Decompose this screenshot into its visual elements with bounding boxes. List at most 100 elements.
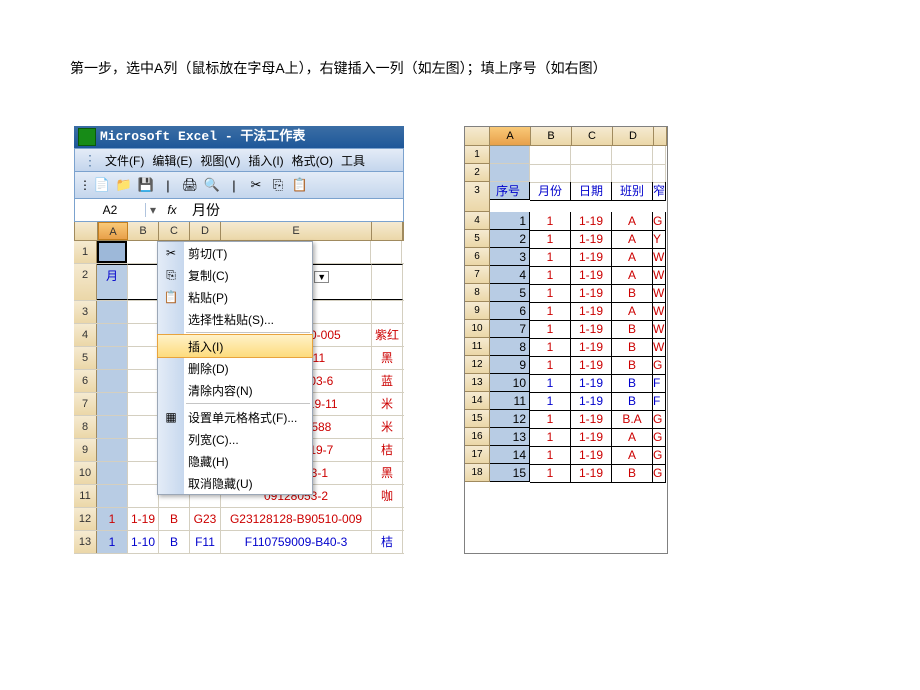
menu-item[interactable]: ▦设置单元格格式(F)... [158, 406, 312, 428]
cell[interactable]: W [653, 302, 666, 321]
cell[interactable]: G [653, 446, 666, 465]
row-header[interactable]: 2 [74, 264, 97, 300]
cell[interactable]: B [612, 392, 653, 411]
cell[interactable] [571, 146, 612, 165]
cell[interactable]: 1 [530, 392, 571, 411]
row-header[interactable]: 14 [465, 392, 490, 410]
cell[interactable]: 1-19 [571, 392, 612, 411]
menu-file[interactable]: 文件(F) [105, 152, 144, 169]
name-box[interactable]: A2 [75, 203, 146, 217]
cell[interactable]: B.A [612, 410, 653, 429]
r-col-b[interactable]: B [531, 127, 572, 146]
preview-button[interactable]: 🔍 [202, 175, 222, 195]
cell[interactable]: 紫红 [372, 324, 403, 346]
cell[interactable]: 12 [490, 410, 530, 428]
cell[interactable]: G [653, 464, 666, 483]
cell[interactable]: A [612, 428, 653, 447]
cell[interactable] [128, 439, 159, 461]
menubar[interactable]: ⋮ 文件(F) 编辑(E) 视图(V) 插入(I) 格式(O) 工具 [74, 148, 404, 172]
cell[interactable]: Y [653, 230, 666, 249]
cell[interactable]: A [612, 248, 653, 267]
row-header[interactable]: 11 [465, 338, 490, 356]
cell[interactable] [653, 146, 666, 165]
cell[interactable]: 1 [490, 212, 530, 230]
cell[interactable] [128, 462, 159, 484]
cell[interactable] [97, 301, 128, 323]
cell[interactable]: 1-19 [571, 374, 612, 393]
cell[interactable] [653, 164, 666, 183]
cell[interactable]: 10 [490, 374, 530, 392]
cell[interactable] [97, 485, 128, 507]
row-header[interactable]: 9 [74, 439, 97, 461]
copy-button[interactable]: ⎘ [268, 175, 288, 195]
cell[interactable]: 桔 [372, 439, 403, 461]
cell[interactable]: G [653, 212, 666, 231]
cell[interactable] [97, 416, 128, 438]
row-header[interactable]: 1 [465, 146, 490, 164]
cell[interactable]: B [159, 508, 190, 530]
row-header[interactable]: 4 [74, 324, 97, 346]
cell[interactable]: 11 [490, 392, 530, 410]
row-header[interactable]: 7 [465, 266, 490, 284]
cell[interactable]: 月 [97, 264, 128, 300]
cell[interactable]: 1-19 [571, 410, 612, 429]
cell[interactable]: 米 [372, 393, 403, 415]
cell[interactable]: 15 [490, 464, 530, 482]
col-header-c[interactable]: C [159, 222, 190, 240]
cell[interactable] [97, 370, 128, 392]
menu-item[interactable]: 隐藏(H) [158, 450, 312, 472]
cell[interactable]: 8 [490, 338, 530, 356]
r-col-a[interactable]: A [490, 127, 531, 146]
cell[interactable] [97, 462, 128, 484]
row-header[interactable]: 12 [74, 508, 97, 530]
cell[interactable] [612, 146, 653, 165]
col-header-f[interactable] [372, 222, 403, 240]
cell[interactable] [372, 508, 403, 530]
cell[interactable] [490, 146, 530, 164]
row-header[interactable]: 17 [465, 446, 490, 464]
cell[interactable]: 1-19 [571, 230, 612, 249]
cell[interactable]: 1 [530, 212, 571, 231]
cell[interactable]: 米 [372, 416, 403, 438]
cell[interactable]: B [612, 338, 653, 357]
row-header[interactable]: 3 [465, 182, 490, 212]
cell[interactable]: G [653, 428, 666, 447]
cell[interactable]: A [612, 212, 653, 231]
menu-tools[interactable]: 工具 [341, 152, 365, 169]
row-header[interactable]: 12 [465, 356, 490, 374]
cell[interactable]: 黑 [372, 347, 403, 369]
cell[interactable] [97, 439, 128, 461]
cell[interactable]: 1 [97, 508, 128, 530]
row-header[interactable]: 10 [74, 462, 97, 484]
cell[interactable]: 1-19 [571, 428, 612, 447]
menu-item[interactable]: ⎘复制(C) [158, 264, 312, 286]
row-header[interactable]: 8 [74, 416, 97, 438]
cell[interactable]: 序号 [490, 182, 530, 200]
cell[interactable]: W [653, 338, 666, 357]
menu-item[interactable]: 列宽(C)... [158, 428, 312, 450]
cell[interactable] [530, 146, 571, 165]
row-header[interactable]: 11 [74, 485, 97, 507]
menu-item[interactable]: 📋粘贴(P) [158, 286, 312, 308]
cell[interactable]: A [612, 266, 653, 285]
row-header[interactable]: 5 [465, 230, 490, 248]
row-header[interactable]: 18 [465, 464, 490, 482]
cell[interactable]: 1 [530, 374, 571, 393]
row-header[interactable]: 3 [74, 301, 97, 323]
row-header[interactable]: 9 [465, 302, 490, 320]
open-button[interactable]: 📁 [114, 175, 134, 195]
cell[interactable]: 班别 [612, 182, 653, 201]
cell[interactable] [128, 264, 159, 300]
menu-item[interactable]: 选择性粘贴(S)... [158, 308, 312, 330]
cell[interactable]: 3 [490, 248, 530, 266]
cell[interactable]: 咖 [372, 485, 403, 507]
cell[interactable]: 1 [530, 230, 571, 249]
cell[interactable]: 1-19 [571, 446, 612, 465]
cell[interactable]: 4 [490, 266, 530, 284]
cell[interactable] [530, 164, 571, 183]
cell[interactable]: 14 [490, 446, 530, 464]
formula-value[interactable]: 月份 [184, 200, 220, 220]
cell[interactable]: G23 [190, 508, 221, 530]
row-header[interactable]: 8 [465, 284, 490, 302]
menu-item[interactable]: 插入(I) [157, 334, 313, 358]
